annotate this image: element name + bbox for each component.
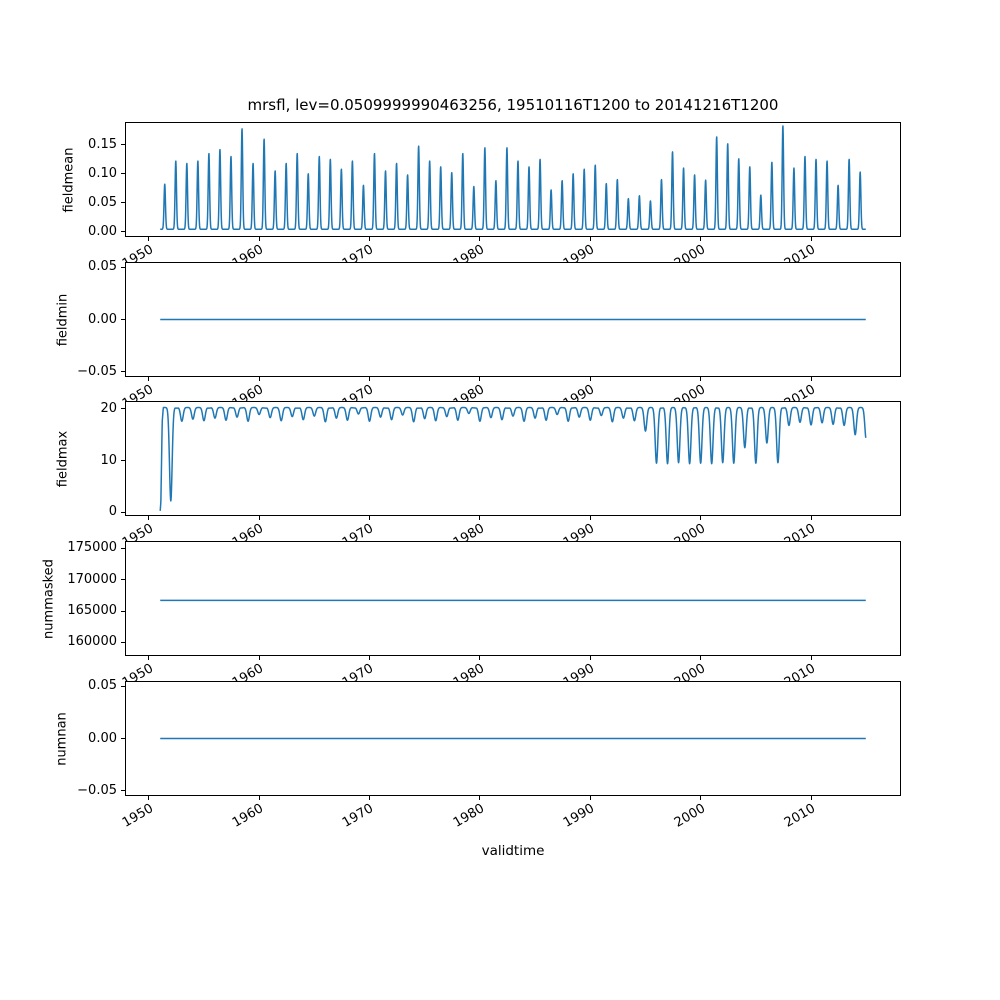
subplot-numnan: numnan 0.05 0.00 −0.05 1950 1960 1970 1980 1990… bbox=[55, 679, 901, 831]
y-tick-label: 0.05 bbox=[88, 678, 117, 694]
subplot-fieldmin: fieldmin 0.05 0.00 −0.05 1950 1960 1970 1980 19… bbox=[56, 260, 901, 412]
y-tick-mark bbox=[121, 511, 125, 513]
x-tick-mark bbox=[700, 237, 702, 241]
x-tick-label: 1970 bbox=[340, 801, 377, 831]
x-tick-mark bbox=[479, 516, 481, 520]
y-tick-label: 175000 bbox=[67, 540, 117, 556]
y-tick-label: 0.00 bbox=[88, 730, 117, 746]
x-tick-mark bbox=[479, 796, 481, 800]
y-tick-mark bbox=[121, 231, 125, 233]
x-tick-mark bbox=[148, 377, 150, 381]
fieldmin-axis-label: fieldmin bbox=[55, 293, 71, 346]
y-tick-label: 170000 bbox=[67, 571, 117, 587]
nummasked-line-chart bbox=[160, 599, 866, 602]
x-tick-mark bbox=[810, 656, 812, 660]
y-tick-label: 0.00 bbox=[88, 311, 117, 327]
y-tick-label: 0.10 bbox=[88, 165, 117, 181]
x-tick-mark bbox=[258, 237, 260, 241]
x-tick-mark bbox=[369, 516, 370, 520]
x-axis-label: validtime bbox=[481, 843, 545, 859]
nummasked-axis-label: nummasked bbox=[41, 558, 57, 639]
y-tick-mark bbox=[121, 319, 125, 320]
y-tick-mark bbox=[121, 790, 125, 792]
fieldmax-line-chart bbox=[159, 406, 867, 511]
x-tick-mark bbox=[479, 377, 481, 381]
x-tick-mark bbox=[369, 377, 370, 381]
y-tick-mark bbox=[121, 202, 125, 204]
y-tick-label: 165000 bbox=[67, 603, 117, 619]
y-tick-label: 0.00 bbox=[88, 223, 117, 239]
x-tick-label: 1980 bbox=[450, 801, 487, 831]
x-tick-mark bbox=[369, 656, 370, 660]
x-tick-mark bbox=[369, 796, 370, 800]
x-tick-label: 1950 bbox=[119, 801, 156, 831]
x-tick-mark bbox=[589, 796, 591, 800]
subplot-fieldmean: fieldmean 0.15 0.10 0.05 0.00 1950 1960 1970 19… bbox=[62, 122, 901, 272]
x-tick-mark bbox=[369, 237, 370, 241]
y-tick-label: 0.05 bbox=[88, 194, 117, 210]
x-tick-mark bbox=[700, 516, 702, 520]
x-tick-mark bbox=[148, 516, 150, 520]
fieldmax-axis-label: fieldmax bbox=[55, 430, 71, 487]
x-tick-mark bbox=[589, 237, 591, 241]
x-tick-mark bbox=[810, 377, 812, 381]
x-tick-mark bbox=[479, 237, 481, 241]
y-tick-label: 0.05 bbox=[88, 259, 117, 275]
numnan-line-chart bbox=[160, 737, 866, 740]
y-tick-mark bbox=[121, 547, 125, 549]
y-tick-mark bbox=[121, 460, 125, 462]
y-tick-mark bbox=[121, 610, 125, 612]
y-tick-label: 0.15 bbox=[88, 136, 117, 152]
fieldmax-line bbox=[159, 406, 867, 511]
numnan-axis-label: numnan bbox=[54, 711, 70, 766]
y-tick-label: 0 bbox=[108, 504, 117, 520]
y-tick-mark bbox=[121, 579, 125, 581]
x-tick-label: 2010 bbox=[781, 801, 819, 831]
fieldmean-line-chart bbox=[159, 125, 867, 230]
x-tick-mark bbox=[700, 377, 702, 381]
figure-title: mrsfl, lev=0.0509999990463256, 19510116T… bbox=[247, 96, 779, 114]
x-tick-mark bbox=[258, 377, 260, 381]
x-tick-mark bbox=[148, 656, 150, 660]
x-tick-mark bbox=[258, 516, 260, 520]
y-tick-mark bbox=[121, 738, 125, 739]
x-tick-mark bbox=[700, 656, 702, 660]
y-tick-mark bbox=[121, 173, 125, 175]
x-tick-mark bbox=[258, 796, 260, 800]
y-tick-label: 160000 bbox=[67, 634, 117, 650]
y-tick-mark bbox=[121, 641, 125, 643]
fieldmean-axis-label: fieldmean bbox=[61, 147, 77, 212]
y-tick-label: 10 bbox=[100, 452, 117, 468]
fieldmean-line bbox=[159, 125, 867, 230]
x-tick-mark bbox=[148, 237, 150, 241]
x-tick-label: 2000 bbox=[671, 801, 708, 831]
x-tick-mark bbox=[258, 656, 260, 660]
y-tick-mark bbox=[121, 408, 125, 410]
x-tick-label: 1960 bbox=[229, 801, 267, 831]
x-tick-mark bbox=[589, 377, 591, 381]
subplot-fieldmax: fieldmax 20 10 0 1950 1960 1970 1980 1990 2000 20… bbox=[56, 401, 901, 551]
fieldmin-line-chart bbox=[160, 318, 866, 321]
x-tick-mark bbox=[810, 516, 812, 520]
x-tick-mark bbox=[479, 656, 481, 660]
x-tick-label: 1990 bbox=[561, 801, 598, 831]
x-tick-mark bbox=[589, 656, 591, 660]
y-tick-mark bbox=[121, 266, 125, 268]
y-tick-mark bbox=[121, 144, 125, 146]
x-tick-mark bbox=[810, 796, 812, 800]
subplot-nummasked: nummasked 175000 170000 165000 160000 1950 19… bbox=[42, 541, 901, 691]
y-tick-label: 20 bbox=[100, 400, 117, 416]
y-tick-mark bbox=[121, 371, 125, 373]
y-tick-mark bbox=[121, 685, 125, 687]
x-tick-mark bbox=[589, 516, 591, 520]
x-tick-mark bbox=[700, 796, 702, 800]
y-tick-label: −0.05 bbox=[77, 363, 117, 379]
y-tick-label: −0.05 bbox=[77, 782, 117, 798]
x-tick-mark bbox=[810, 237, 812, 241]
x-tick-mark bbox=[148, 796, 150, 800]
